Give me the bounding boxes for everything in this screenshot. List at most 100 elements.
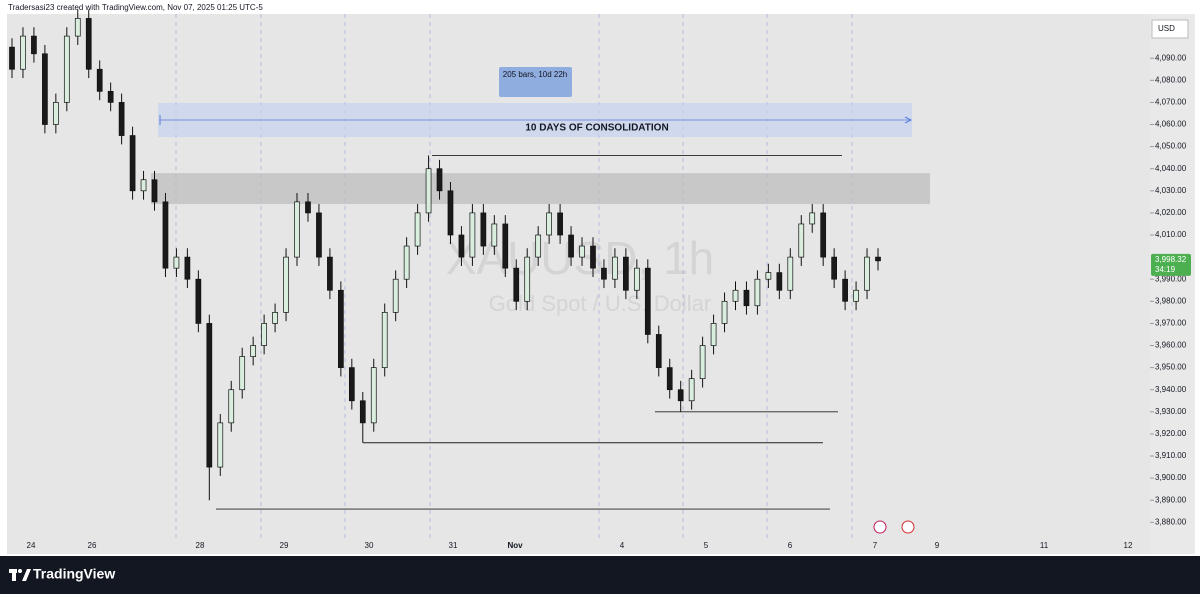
logo-slash — [22, 569, 31, 581]
candle-body — [491, 223, 498, 247]
candle-body — [96, 68, 103, 92]
currency-box[interactable] — [1151, 19, 1189, 39]
x-tick-label: 5 — [704, 541, 709, 550]
candle-body — [820, 212, 827, 258]
candle-body — [42, 53, 48, 125]
candle-body — [831, 256, 838, 280]
x-tick-label: 9 — [935, 541, 940, 550]
measure-label: 205 bars, 10d 22h — [503, 70, 568, 79]
candle-body — [195, 278, 202, 324]
candle-body — [513, 267, 520, 302]
event-icon[interactable] — [873, 520, 887, 534]
candle-body — [677, 389, 684, 402]
x-tick-label: 29 — [280, 541, 289, 550]
logo-stem — [12, 569, 16, 581]
arrow-head — [904, 116, 913, 124]
y-tick-label: 4,070.00 — [1155, 98, 1187, 107]
candle-body — [546, 212, 552, 236]
candle-body — [655, 334, 662, 368]
candle-body — [612, 256, 618, 280]
candle-body — [162, 201, 169, 269]
candle-body — [74, 18, 81, 37]
candle-body — [370, 367, 377, 424]
y-tick-label: 3,930.00 — [1155, 407, 1187, 416]
candle-body — [327, 256, 333, 291]
candle-body — [85, 18, 92, 70]
candle-body — [809, 212, 816, 225]
logo-dot — [18, 569, 22, 573]
watermark-subtitle: Gold Spot / U.S. Dollar — [489, 291, 712, 316]
x-tick-label: 26 — [88, 541, 97, 550]
candle-body — [579, 245, 585, 258]
measure-box — [499, 67, 572, 97]
currency[interactable]: USD — [1158, 24, 1175, 33]
footer — [0, 556, 1200, 594]
candle-body — [743, 289, 750, 307]
candle-body — [206, 323, 213, 468]
candle-body — [173, 256, 180, 269]
candle-body — [9, 46, 15, 70]
candle-body — [524, 256, 531, 302]
y-tick-label: 4,030.00 — [1155, 186, 1187, 195]
y-tick-label: 3,950.00 — [1155, 363, 1187, 372]
candle-body — [557, 212, 563, 236]
header: Tradersasi23 created with TradingView.co… — [8, 3, 263, 12]
x-tick-label: 31 — [449, 541, 458, 550]
candle-body — [590, 245, 596, 269]
y-tick-label: 4,010.00 — [1155, 230, 1187, 239]
brand: TradingView — [33, 566, 115, 582]
candle-body — [250, 345, 257, 357]
candle-body — [842, 278, 848, 302]
y-tick-label: 4,050.00 — [1155, 142, 1187, 151]
y-tick-label: 3,970.00 — [1155, 319, 1187, 328]
countdown: 34:19 — [1155, 265, 1176, 274]
price-label: 3,998.32 — [1155, 255, 1187, 264]
candle-body — [732, 289, 739, 302]
flag-icon[interactable] — [901, 520, 915, 534]
candle-body — [721, 300, 728, 324]
candle-body — [535, 234, 542, 258]
candle-body — [283, 256, 289, 313]
candle-body — [151, 179, 158, 203]
y-tick-label: 3,910.00 — [1155, 451, 1187, 460]
candle-body — [666, 367, 673, 391]
candle-body — [348, 367, 355, 402]
candle-body — [261, 323, 267, 346]
candle-body — [425, 168, 432, 214]
x-tick-label: 6 — [788, 541, 793, 550]
candle-body — [129, 135, 136, 192]
candle-body — [239, 356, 246, 391]
candle-body — [776, 272, 783, 291]
candle-body — [184, 256, 191, 280]
candle-body — [414, 212, 421, 247]
y-tick-label: 3,890.00 — [1155, 495, 1187, 504]
candle-body — [864, 256, 870, 291]
y-tick-label: 3,960.00 — [1155, 341, 1187, 350]
candle-body — [305, 201, 311, 214]
candle-body — [316, 212, 322, 258]
y-tick-label: 4,020.00 — [1155, 208, 1187, 217]
x-tick-label: 11 — [1040, 541, 1049, 550]
y-tick-label: 4,040.00 — [1155, 164, 1187, 173]
x-tick-label: 4 — [620, 541, 625, 550]
consolidation-label: 10 DAYS OF CONSOLIDATION — [525, 123, 668, 134]
candle-body — [798, 223, 805, 258]
candle-body — [20, 35, 26, 70]
candle-body — [52, 102, 59, 125]
candle-body — [381, 312, 388, 368]
x-tick-label: 28 — [196, 541, 205, 550]
candle-body — [294, 201, 300, 258]
candle-body — [469, 212, 476, 258]
candle-body — [458, 234, 465, 258]
candle-body — [754, 278, 761, 307]
candle-body — [140, 179, 147, 192]
candle-body — [623, 256, 629, 291]
candle-body — [633, 267, 640, 291]
candle-body — [272, 312, 278, 324]
candle-body — [787, 256, 794, 291]
x-tick-label: 12 — [1124, 541, 1133, 550]
watermark-title: XAUUSD, 1h — [446, 232, 714, 284]
y-tick-label: 3,990.00 — [1155, 274, 1187, 283]
y-tick-label: 3,940.00 — [1155, 385, 1187, 394]
